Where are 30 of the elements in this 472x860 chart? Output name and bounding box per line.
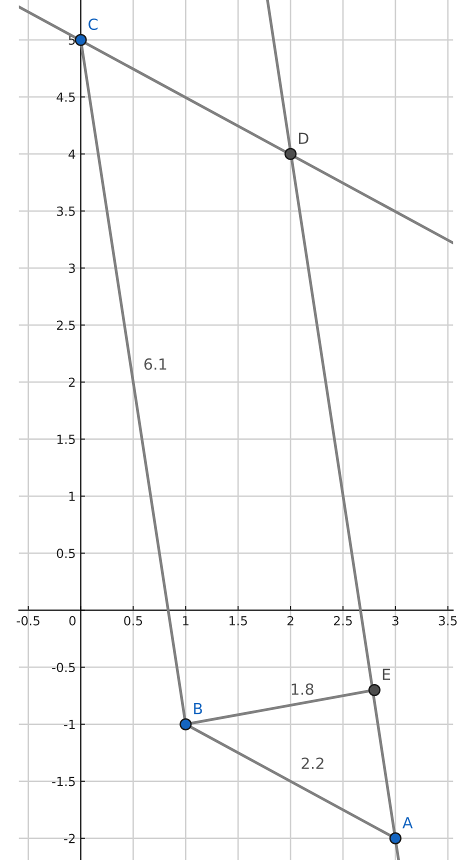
y-tick-label: 1.5	[57, 434, 75, 444]
annotation: B	[194, 703, 202, 714]
y-tick-label: -1	[64, 720, 75, 730]
y-tick-label: 3	[68, 264, 75, 273]
annotation: A	[402, 817, 413, 828]
x-tick-label: 0.5	[124, 616, 142, 626]
x-tick-label: 3.5	[438, 616, 457, 626]
annotation: 2.2	[302, 758, 324, 769]
x-tick-label: 1	[183, 616, 188, 626]
x-tick-label: 0	[69, 616, 76, 626]
annotation: 6.1	[144, 358, 166, 370]
x-tick-label: 3	[392, 616, 398, 626]
y-tick-label: 2.5	[56, 320, 75, 330]
x-tick-label: 2.5	[334, 616, 352, 626]
annotation: D	[298, 132, 308, 144]
y-tick-label: 2	[68, 378, 75, 387]
y-tick-label: 4	[68, 150, 76, 159]
x-tick-label: -0.5	[16, 616, 40, 626]
annotation: 1.8	[292, 683, 314, 695]
x-tick-label: 1.5	[230, 616, 247, 626]
y-tick-label: -1.5	[52, 776, 75, 786]
y-tick-label: 1	[69, 492, 75, 501]
y-tick-label: -2	[64, 834, 75, 844]
annotation: E	[382, 668, 390, 680]
x-tick-label: 2	[287, 616, 294, 626]
annotation: C	[88, 18, 98, 30]
y-tick-label: 4.5	[56, 92, 75, 102]
y-tick-label: 3.5	[56, 206, 75, 216]
y-tick-label: 0.5	[56, 548, 75, 558]
y-tick-label: -0.5	[52, 662, 75, 672]
